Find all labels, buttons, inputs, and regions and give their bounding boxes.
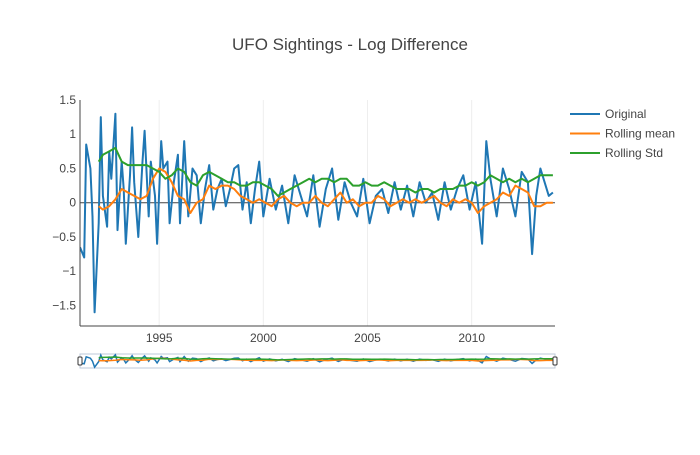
range-slider[interactable] <box>77 352 558 369</box>
series-line-rolling-mean <box>98 167 553 214</box>
axis-layer: 1995 2000 2005 2010 −1.5 −1 −0.5 0 0.5 1 1.5 <box>52 93 555 345</box>
y-tick-label: −1 <box>62 264 76 278</box>
y-tick-label: 1.5 <box>59 93 76 107</box>
chart-title: UFO Sightings - Log Difference <box>232 35 468 54</box>
x-tick-label: 1995 <box>146 331 173 345</box>
x-tick-label: 2010 <box>458 331 485 345</box>
series-line-original <box>80 112 554 314</box>
series-line-rolling-std <box>97 146 553 197</box>
y-tick-label: −1.5 <box>52 298 76 312</box>
legend-label-original[interactable]: Original <box>605 107 646 121</box>
x-tick-label: 2000 <box>250 331 277 345</box>
legend-label-rolling-mean[interactable]: Rolling mean <box>605 127 675 141</box>
legend-label-rolling-std[interactable]: Rolling Std <box>605 146 663 160</box>
legend[interactable]: Original Rolling mean Rolling Std <box>570 107 675 160</box>
y-tick-label: 0.5 <box>59 161 76 175</box>
range-slider-series-rolling-std <box>98 356 553 361</box>
y-tick-label: 1 <box>69 127 76 141</box>
range-slider-right-handle[interactable] <box>552 356 558 366</box>
range-slider-left-handle[interactable] <box>77 356 83 366</box>
y-tick-label: 0 <box>69 196 76 210</box>
x-tick-label: 2005 <box>354 331 381 345</box>
series-layer <box>80 112 554 314</box>
y-tick-label: −0.5 <box>52 230 76 244</box>
